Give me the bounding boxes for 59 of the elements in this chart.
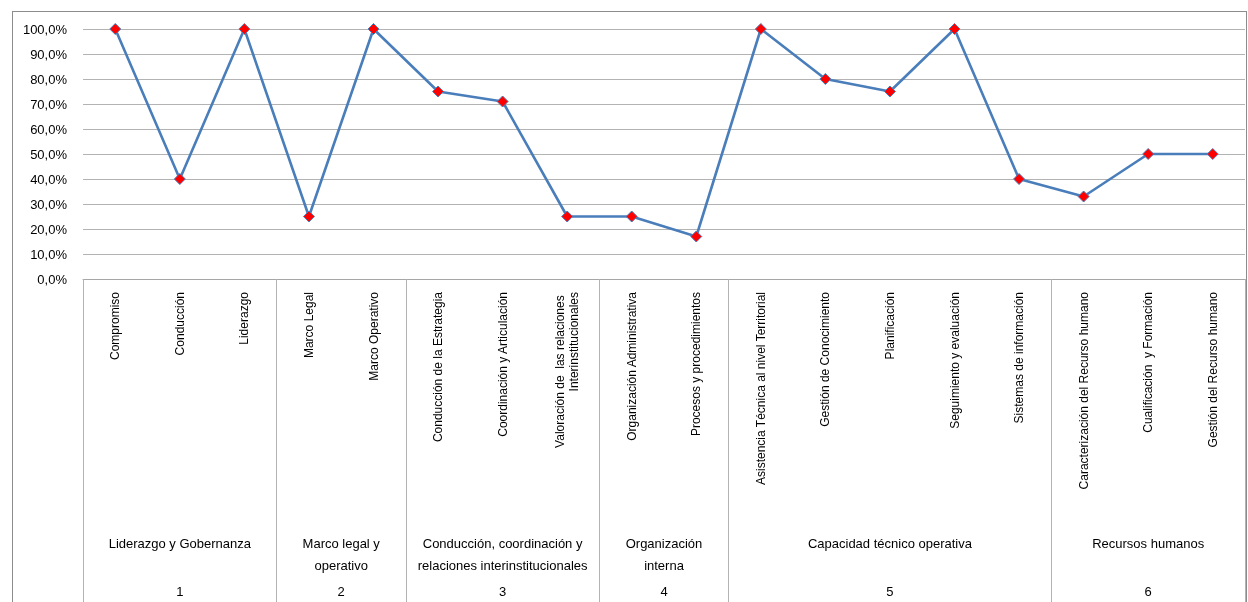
x-tick-label: Planificación [882, 292, 897, 360]
x-tick-label: Compromiso [108, 291, 123, 361]
y-tick-label: 80,0% [30, 71, 68, 87]
text: Marco legal y operativo [302, 535, 381, 573]
text: 6 [1144, 583, 1152, 599]
x-tick-label: Asistencia Técnica al nivel Territorial [753, 292, 768, 485]
y-tick-label: 100,0% [22, 21, 68, 37]
text: 3 [498, 583, 507, 599]
point [496, 95, 509, 108]
y-tick-label: 0,0% [37, 271, 68, 287]
x-tick-label: Cualificación y Formación [1141, 292, 1156, 433]
x-tick-label: Liderazgo [237, 291, 252, 345]
x-tick-label: Gestión de Conocimiento [818, 291, 833, 427]
x-tick-label: Seguimiento y evaluación [947, 292, 962, 429]
point [302, 210, 315, 223]
point [561, 210, 574, 223]
point [883, 85, 896, 98]
text: Conducción, coordinación y relaciones interinstitucionales [417, 535, 589, 573]
x-tick-label: Conducción [172, 292, 187, 356]
x-tick-label: Marco Operativo [366, 291, 381, 381]
point [109, 23, 122, 35]
point [690, 230, 703, 243]
y-tick-label: 30,0% [30, 196, 68, 212]
point [625, 210, 638, 223]
point [1077, 190, 1090, 203]
point [948, 23, 961, 35]
text: 2 [337, 583, 345, 599]
point [432, 85, 445, 98]
point [367, 23, 380, 35]
text: Capacidad técnico operativa [807, 535, 973, 551]
y-tick-label: 90,0% [30, 46, 68, 62]
y-tick-label: 10,0% [30, 246, 68, 262]
x-tick-label: Coordinación y Articulación [495, 292, 510, 437]
x-tick-label: Valoración de las relaciones Interinstitucionales [553, 292, 582, 448]
text: 1 [176, 583, 184, 599]
x-tick-label: Marco Legal [301, 292, 316, 359]
point [238, 23, 251, 35]
x-tick-label: Gestión del Recurso humano [1205, 291, 1220, 448]
text: Organización interna [625, 535, 703, 573]
text: 5 [886, 583, 894, 599]
y-tick-label: 70,0% [30, 96, 68, 112]
point [754, 23, 767, 35]
text: Liderazgo y Gobernanza [108, 535, 252, 551]
point [819, 73, 832, 85]
x-tick-label: Sistemas de información [1012, 292, 1027, 424]
x-tick-label: Conducción de la Estrategia [431, 291, 446, 443]
y-tick-label: 40,0% [30, 171, 68, 187]
point [1142, 148, 1155, 160]
point [173, 173, 186, 185]
point [1206, 148, 1219, 160]
text: Recursos humanos [1092, 535, 1205, 551]
y-tick-label: 60,0% [30, 121, 68, 137]
x-tick-label: Caracterización del Recurso humano [1076, 291, 1091, 490]
y-tick-label: 20,0% [30, 221, 68, 237]
point [1013, 173, 1026, 185]
x-tick-label: Procesos y procedimientos [689, 292, 704, 437]
x-tick-label: Organización Administrativa [624, 291, 639, 441]
y-tick-label: 50,0% [30, 146, 68, 162]
text: 4 [660, 583, 668, 599]
